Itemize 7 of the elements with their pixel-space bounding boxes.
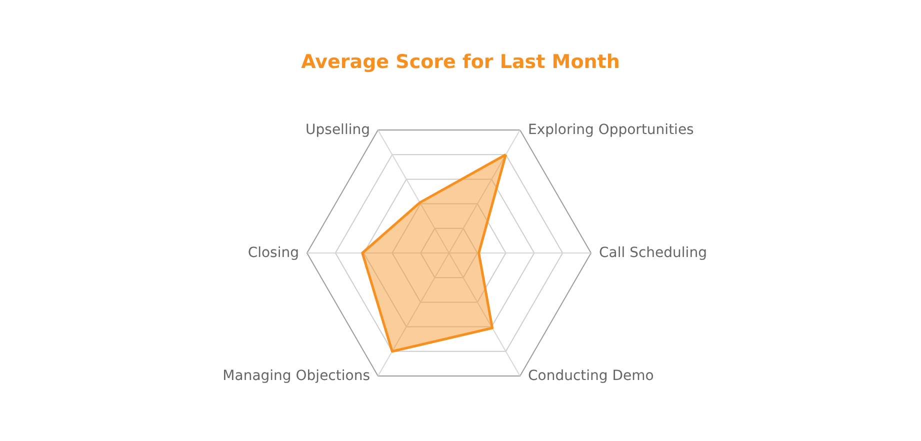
spoke-label: Managing Objections — [222, 368, 370, 384]
spoke-label: Conducting Demo — [528, 368, 654, 384]
spoke-label: Closing — [248, 245, 299, 261]
spoke-label: Exploring Opportunities — [528, 122, 694, 138]
spoke-label: Upselling — [306, 122, 370, 138]
spoke-label: Call Scheduling — [599, 245, 707, 261]
chart-title: Average Score for Last Month — [301, 51, 620, 73]
